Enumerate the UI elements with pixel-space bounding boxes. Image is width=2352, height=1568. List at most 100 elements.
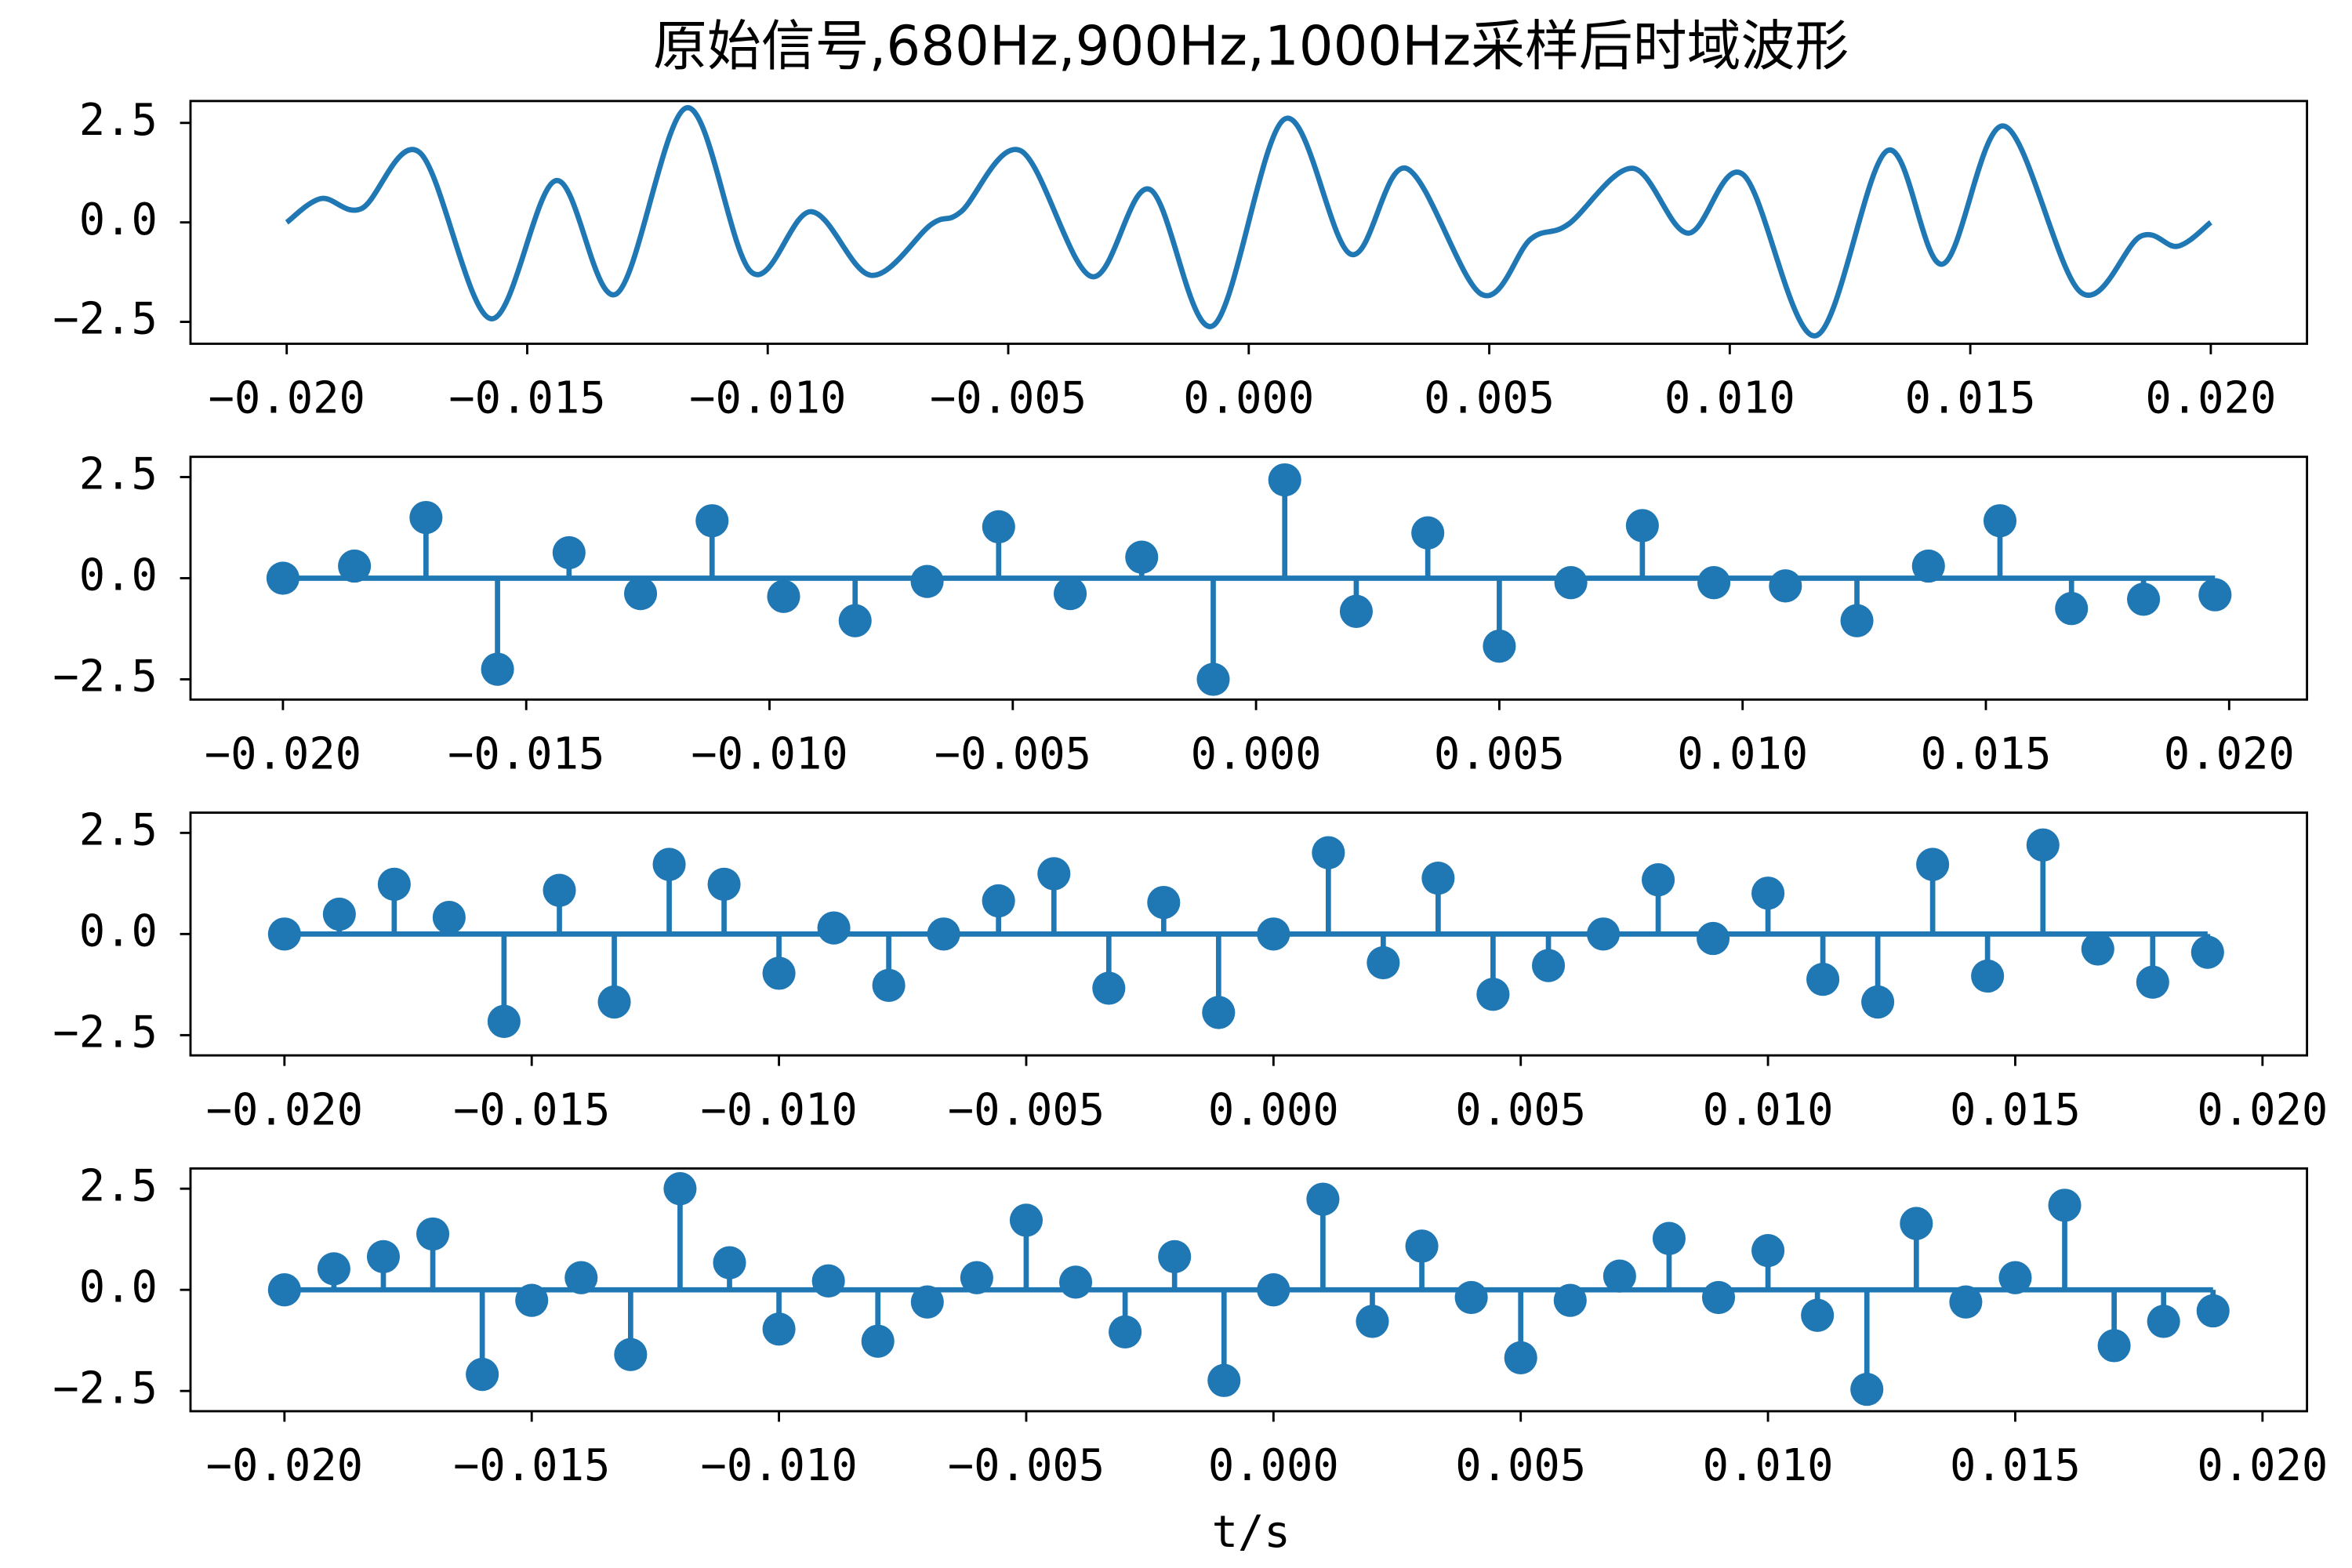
stem-marker — [564, 1261, 598, 1294]
y-tick-label: 0.0 — [79, 194, 158, 245]
y-tick-label: 0.0 — [79, 1261, 158, 1312]
stem-marker — [1109, 1315, 1142, 1349]
stem-marker — [322, 897, 356, 931]
x-tick-label: 0.005 — [1455, 1440, 1586, 1491]
stem-marker — [543, 873, 576, 907]
stem-marker — [1840, 604, 1874, 637]
axes-frame — [189, 456, 2309, 701]
stem-marker — [1454, 1280, 1488, 1315]
y-tick-label: 0.0 — [79, 906, 158, 956]
x-tick-label: 0.020 — [2197, 1084, 2328, 1135]
stem-marker — [1125, 540, 1159, 574]
stem-marker — [910, 1285, 944, 1319]
stem-marker — [1642, 863, 1675, 897]
stem-marker — [838, 604, 872, 637]
stem-marker — [377, 867, 411, 902]
stem-marker — [267, 917, 301, 951]
x-tick-label: 0.020 — [2197, 1440, 2328, 1491]
stem-marker — [707, 867, 741, 902]
stem-marker — [767, 579, 800, 613]
x-tick-label: 0.010 — [1664, 373, 1795, 424]
x-tick-label: −0.015 — [448, 373, 605, 424]
stem-marker — [1531, 949, 1566, 982]
stem-marker — [1949, 1285, 1983, 1319]
x-tick-label: −0.015 — [453, 1084, 610, 1135]
stem-marker — [762, 956, 796, 990]
y-tick-label: −2.5 — [53, 294, 158, 345]
stem-marker — [614, 1338, 648, 1371]
stem-marker — [1861, 985, 1895, 1019]
y-tick-label: 0.0 — [79, 550, 158, 601]
stem-marker — [1625, 509, 1659, 543]
stem-marker — [652, 848, 686, 881]
stem-marker — [1092, 971, 1126, 1005]
stem-marker — [1553, 1283, 1587, 1317]
x-tick-label: 0.005 — [1455, 1084, 1586, 1135]
axes-frame — [189, 1167, 2309, 1413]
stem-marker — [927, 917, 960, 951]
stem-marker — [2127, 583, 2161, 616]
x-tick-label: 0.015 — [1905, 373, 2036, 424]
stem-marker — [487, 1004, 521, 1038]
stem-marker — [416, 1217, 450, 1251]
stem-marker — [432, 901, 466, 935]
stem-marker — [811, 1264, 845, 1298]
stem-marker — [1602, 1259, 1636, 1293]
stem-marker — [1850, 1372, 1884, 1406]
x-tick-label: −0.010 — [700, 1084, 857, 1135]
y-tick-label: 2.5 — [79, 1160, 158, 1211]
stem-marker — [409, 500, 443, 535]
x-tick-label: 0.000 — [1191, 728, 1322, 779]
stem-marker — [1751, 1233, 1785, 1268]
stem-marker — [1306, 1182, 1340, 1216]
stem-marker — [2190, 935, 2224, 969]
stem-marker — [1207, 1363, 1241, 1397]
stem-marker — [1202, 996, 1236, 1029]
stem-marker — [2147, 1305, 2180, 1338]
stem-marker — [466, 1357, 499, 1392]
stem-marker — [2097, 1329, 2131, 1363]
stem-marker — [1697, 566, 1731, 600]
stem-marker — [1421, 861, 1455, 895]
stem-marker — [2198, 578, 2232, 612]
x-tick-label: −0.005 — [948, 1440, 1105, 1491]
stem-marker — [695, 504, 729, 538]
x-tick-label: 0.020 — [2145, 373, 2276, 424]
x-tick-label: −0.005 — [935, 728, 1091, 779]
x-tick-label: 0.000 — [1208, 1440, 1339, 1491]
stem-marker — [267, 1273, 301, 1307]
y-tick-label: 2.5 — [79, 95, 158, 146]
stem-marker — [1554, 566, 1588, 600]
stem-marker — [1911, 549, 1945, 583]
stem-marker — [2055, 592, 2089, 626]
stem-marker — [2136, 965, 2169, 999]
x-tick-label: −0.020 — [205, 728, 361, 779]
stem-marker — [1196, 662, 1230, 696]
x-tick-label: 0.015 — [1950, 1084, 2081, 1135]
stem-marker — [1751, 877, 1785, 910]
stem-marker — [515, 1283, 549, 1317]
stem-marker — [1504, 1341, 1537, 1375]
stem-marker — [1806, 962, 1840, 996]
stem-marker — [1900, 1207, 1933, 1240]
stem-marker — [713, 1246, 746, 1279]
stem-marker — [481, 652, 514, 686]
y-tick-label: −2.5 — [53, 1363, 158, 1414]
stem-marker — [1586, 917, 1621, 951]
axes-frame — [189, 100, 2309, 345]
stem-marker — [366, 1240, 401, 1274]
stem-marker — [338, 549, 372, 583]
x-tick-label: 0.010 — [1703, 1084, 1834, 1135]
x-tick-label: 0.015 — [1950, 1440, 2081, 1491]
stem-marker — [1701, 1280, 1736, 1315]
axes-frame — [189, 811, 2309, 1057]
stem-marker — [1983, 504, 2017, 538]
stem-marker — [2196, 1294, 2230, 1328]
x-tick-label: −0.005 — [930, 373, 1087, 424]
stem-marker — [960, 1261, 993, 1294]
stem-marker — [1367, 946, 1400, 980]
y-tick-label: 2.5 — [79, 804, 158, 855]
stem-marker — [1697, 921, 1730, 956]
stem-marker — [2048, 1189, 2082, 1222]
